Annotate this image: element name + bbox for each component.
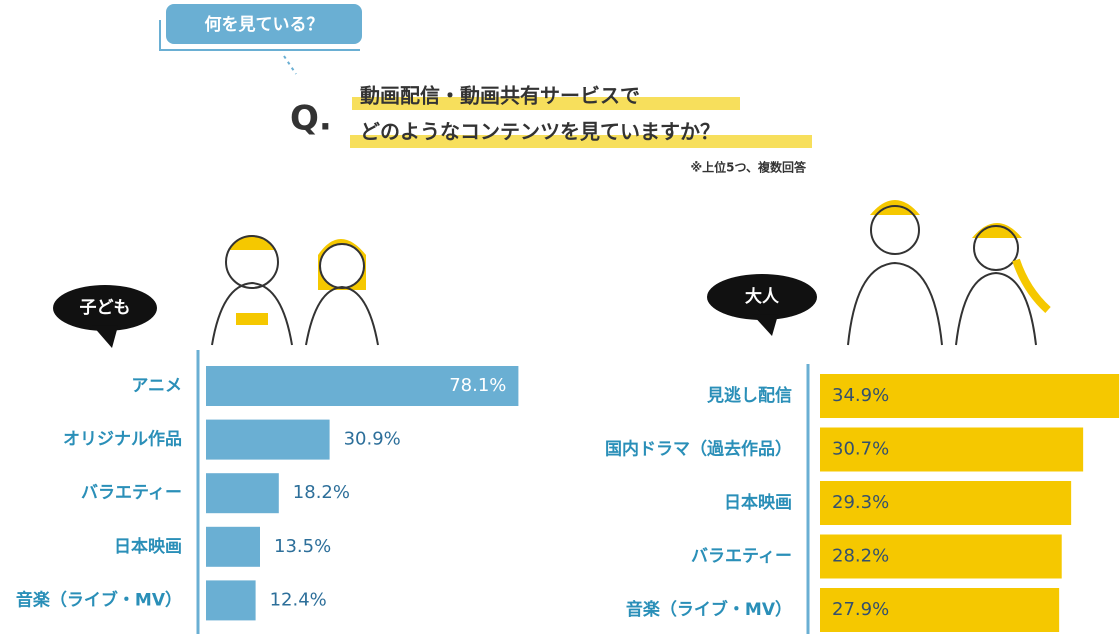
value-label: 29.3% bbox=[832, 492, 889, 513]
value-label: 34.9% bbox=[832, 385, 889, 406]
category-label: 国内ドラマ（過去作品） bbox=[605, 439, 792, 460]
value-label: 30.9% bbox=[344, 429, 401, 450]
bar bbox=[820, 534, 1062, 579]
bubble bbox=[53, 285, 157, 331]
highlight bbox=[350, 135, 812, 148]
note: ※上位5つ、複数回答 bbox=[690, 160, 807, 175]
value-label: 28.2% bbox=[832, 546, 889, 567]
value-label: 12.4% bbox=[270, 589, 327, 610]
category-label: 日本映画 bbox=[114, 536, 182, 557]
category-label: バラエティー bbox=[81, 483, 182, 503]
value-label: 30.7% bbox=[832, 439, 889, 460]
value-label: 13.5% bbox=[274, 536, 331, 557]
bar bbox=[206, 366, 519, 406]
question-line: どのようなコンテンツを見ていますか？ bbox=[360, 120, 720, 144]
bar bbox=[206, 419, 330, 460]
dotted-connector bbox=[283, 55, 297, 75]
value-label: 18.2% bbox=[293, 482, 350, 503]
bubble-tail bbox=[752, 314, 778, 336]
value-label: 27.9% bbox=[832, 599, 889, 620]
illustration bbox=[211, 200, 1051, 346]
category-label: 音楽（ライブ・MV） bbox=[626, 599, 792, 620]
badge-text: 何を見ている？ bbox=[205, 14, 324, 35]
category-label: 日本映画 bbox=[724, 492, 792, 513]
highlight bbox=[352, 97, 740, 110]
bubble-tail bbox=[92, 325, 118, 348]
bar bbox=[820, 481, 1072, 525]
bar bbox=[206, 580, 256, 621]
bar bbox=[820, 588, 1060, 632]
bar bbox=[206, 526, 260, 567]
badge-frame bbox=[159, 20, 360, 51]
bar bbox=[820, 374, 1120, 418]
category-label: 見逃し配信 bbox=[706, 385, 792, 406]
bar bbox=[206, 473, 279, 514]
category-label: 音楽（ライブ・MV） bbox=[16, 589, 182, 610]
group-label: 子ども bbox=[80, 298, 131, 318]
group-label: 大人 bbox=[745, 286, 780, 307]
bubble bbox=[707, 274, 817, 320]
category-label: バラエティー bbox=[691, 547, 792, 567]
bar bbox=[820, 427, 1084, 472]
value-label: 78.1% bbox=[449, 375, 506, 396]
badge bbox=[166, 4, 362, 44]
category-label: アニメ bbox=[131, 376, 182, 396]
category-label: オリジナル作品 bbox=[63, 429, 182, 450]
q-mark: Q. bbox=[290, 99, 332, 139]
question-line: 動画配信・動画共有サービスで bbox=[360, 84, 640, 108]
